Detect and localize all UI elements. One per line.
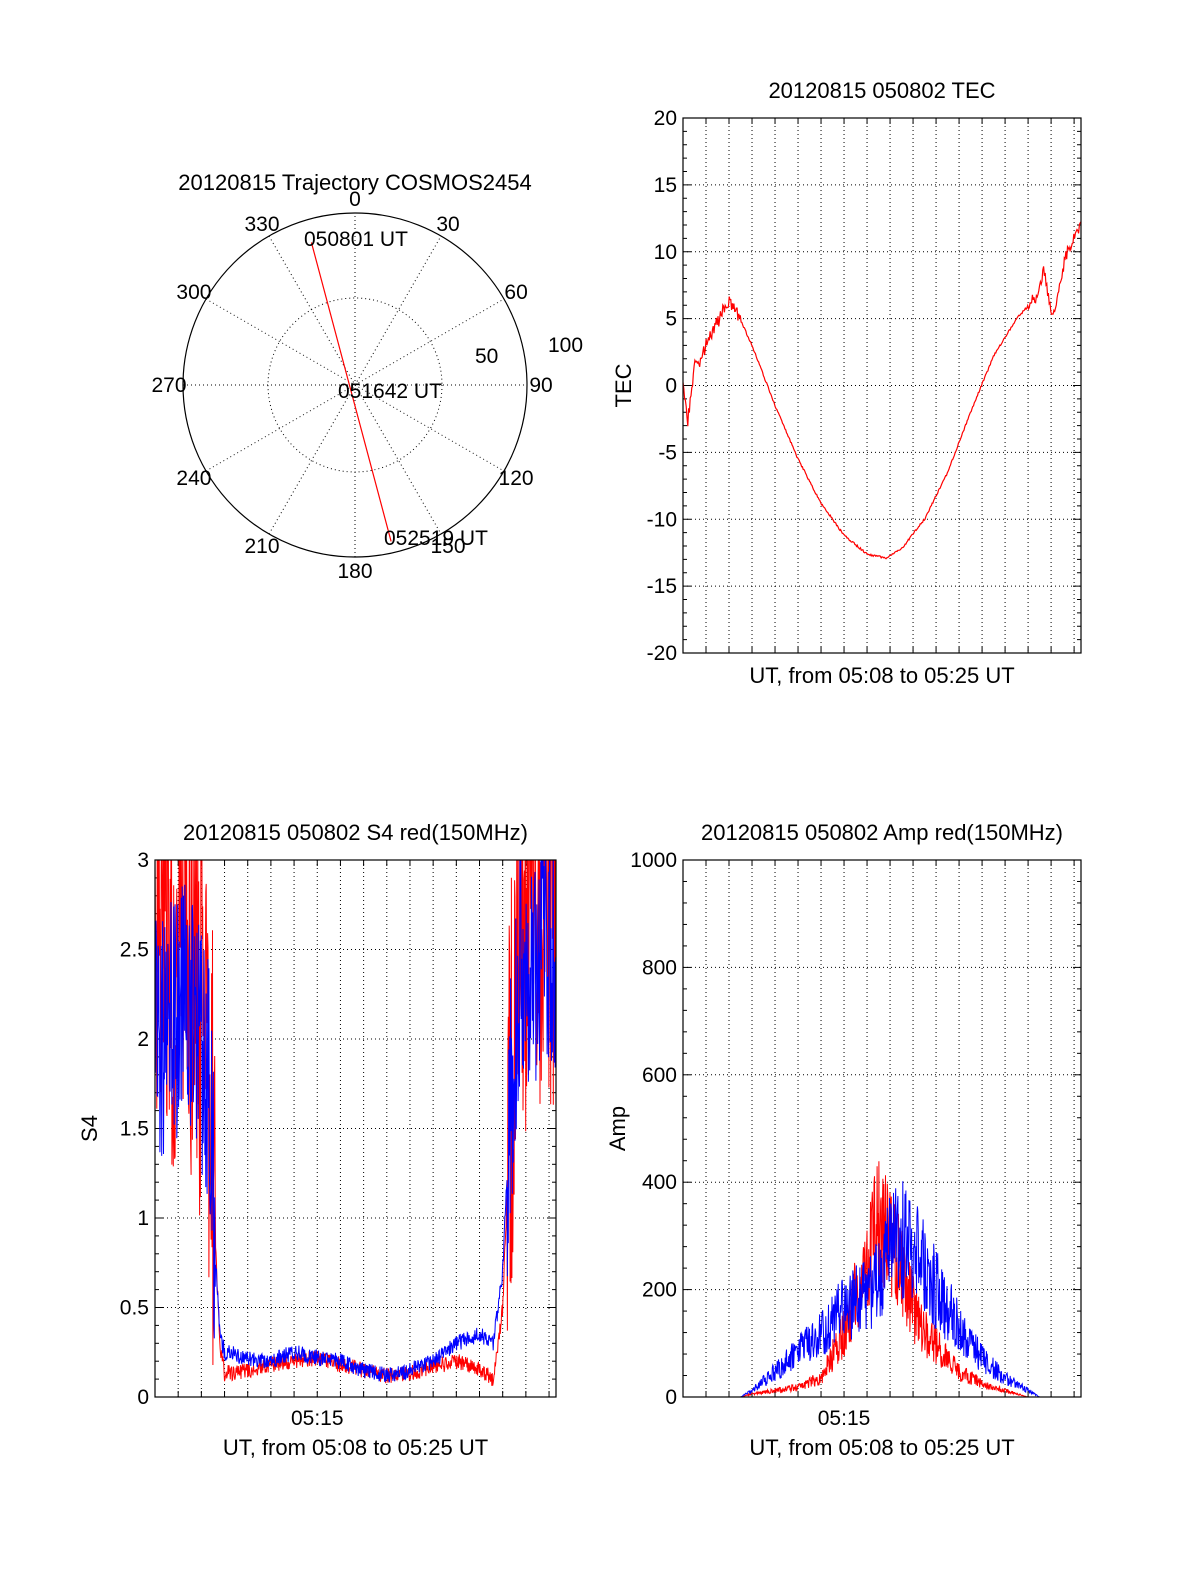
tec-ylabel: TEC [611,363,636,407]
y-tick-label: 0 [665,1386,677,1409]
s4-title: 20120815 050802 S4 red(150MHz) [183,820,528,845]
y-tick-label: 10 [654,241,677,264]
angle-label-60: 60 [504,281,527,304]
radial-label-50: 50 [475,345,498,368]
y-tick-label: 15 [654,174,677,197]
amp-series-2 [683,1181,1081,1397]
radial-label-100: 100 [548,334,583,357]
amp-axes-frame [682,859,1082,1398]
angle-label-90: 90 [529,374,552,397]
y-tick-label: 2.5 [120,939,149,962]
angle-label-240: 240 [176,467,211,490]
y-tick-label: 0 [665,375,677,398]
amp-plot: 20120815 050802 Amp red(150MHz) 0 200 400 60… [605,820,1082,1460]
tec-axes-frame [682,117,1082,654]
angle-label-270: 270 [151,374,186,397]
trajectory-start-label: 050801 UT [304,228,408,251]
x-tick-label: 05:15 [291,1407,344,1430]
y-tick-label: 1000 [630,849,677,872]
y-tick-label: 800 [642,956,677,979]
y-tick-label: 20 [654,107,677,130]
trajectory-mid-label: 051642 UT [338,380,442,403]
s4-axes-frame [154,859,557,1398]
amp-ylabel: Amp [605,1106,630,1151]
angle-label-120: 120 [499,467,534,490]
amp-title: 20120815 050802 Amp red(150MHz) [701,820,1063,845]
amp-xlabel: UT, from 05:08 to 05:25 UT [749,1435,1014,1460]
y-tick-label: 0 [137,1386,149,1409]
s4-plot: 20120815 050802 S4 red(150MHz) 0 0.5 1 1.5 2 2… [77,820,557,1460]
y-tick-label: 200 [642,1279,677,1302]
tec-plot: 20120815 050802 TEC -20 -15 -10 -5 0 5 10 15 20 UT… [611,78,1082,688]
angle-label-30: 30 [436,213,459,236]
angle-label-150: 150 [430,535,465,558]
s4-series-2 [155,860,556,1383]
y-tick-label: 400 [642,1171,677,1194]
x-tick-label: 05:15 [818,1407,871,1430]
trajectory-line [310,242,392,542]
angle-label-210: 210 [244,535,279,558]
y-tick-label: -20 [647,642,677,665]
tec-series-1 [683,221,1081,560]
tec-title: 20120815 050802 TEC [768,78,995,103]
s4-xlabel: UT, from 05:08 to 05:25 UT [223,1435,488,1460]
polar-spoke [268,235,442,535]
tec-xlabel: UT, from 05:08 to 05:25 UT [749,663,1014,688]
s4-ylabel: S4 [77,1115,102,1142]
y-tick-label: 600 [642,1064,677,1087]
trajectory-plot: 20120815 Trajectory COSMOS2454 0 30 60 90 12… [151,170,583,583]
y-tick-label: -10 [647,508,677,531]
y-tick-label: 2 [137,1028,149,1051]
angle-label-330: 330 [244,213,279,236]
angle-label-0: 0 [349,188,361,211]
angle-label-180: 180 [337,560,372,583]
y-tick-label: -15 [647,575,677,598]
y-tick-label: 1.5 [120,1118,149,1141]
trajectory-title: 20120815 Trajectory COSMOS2454 [178,170,531,195]
y-tick-label: 5 [665,308,677,331]
y-tick-label: 3 [137,849,149,872]
trajectory-end-label: 052519 UT [384,527,488,550]
y-tick-label: 0.5 [120,1297,149,1320]
y-tick-label: -5 [658,441,677,464]
y-tick-label: 1 [137,1207,149,1230]
angle-label-300: 300 [176,281,211,304]
